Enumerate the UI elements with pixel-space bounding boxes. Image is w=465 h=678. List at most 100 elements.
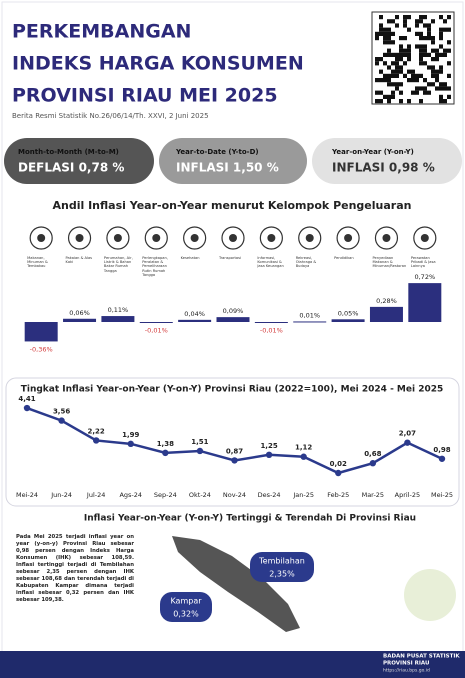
point bbox=[404, 439, 411, 446]
qr-cell bbox=[447, 48, 451, 53]
qr-cell bbox=[447, 61, 451, 66]
qr-cell bbox=[399, 48, 403, 53]
qr-cell bbox=[391, 31, 395, 36]
qr-cell bbox=[439, 99, 443, 104]
value-label: 0,04% bbox=[184, 310, 205, 318]
value-label: -0,01% bbox=[260, 327, 283, 335]
qr-cell bbox=[407, 15, 411, 20]
qr-cell bbox=[447, 40, 451, 45]
qr-cell bbox=[439, 82, 443, 87]
bar bbox=[178, 319, 212, 322]
point bbox=[92, 437, 100, 444]
value-label: 2,22 bbox=[88, 427, 105, 435]
point bbox=[127, 440, 134, 448]
qr-cell bbox=[415, 73, 419, 78]
qr-cell bbox=[435, 69, 439, 74]
value-label: 1,38 bbox=[157, 440, 174, 448]
qr-cell bbox=[407, 99, 411, 104]
value-label: 0,11% bbox=[108, 306, 129, 314]
value-label: 0,09% bbox=[223, 307, 244, 315]
category-icon-dot bbox=[152, 234, 161, 242]
qr-cell bbox=[399, 57, 403, 62]
qr-cell bbox=[379, 23, 383, 28]
map-riau bbox=[172, 536, 300, 632]
qr-cell bbox=[439, 94, 443, 99]
qr-cell bbox=[399, 44, 403, 49]
qr-cell bbox=[403, 15, 407, 20]
qr-cell bbox=[439, 65, 443, 70]
qr-cell bbox=[447, 86, 451, 91]
qr-cell bbox=[443, 99, 447, 104]
qr-cell bbox=[403, 61, 407, 66]
value-label: 1,12 bbox=[295, 444, 312, 452]
qr-cell bbox=[403, 36, 407, 41]
qr-cell bbox=[431, 48, 435, 53]
qr-cell bbox=[391, 69, 395, 74]
qr-cell bbox=[375, 78, 379, 83]
qr-cell bbox=[379, 31, 383, 36]
value-label: -0,36% bbox=[30, 345, 53, 353]
qr-cell bbox=[435, 57, 439, 62]
qr-cell bbox=[387, 65, 391, 70]
qr-cell bbox=[431, 82, 435, 87]
point bbox=[265, 451, 273, 458]
qr-cell bbox=[395, 15, 399, 20]
value-label: 0,06% bbox=[69, 309, 90, 317]
qr-cell bbox=[387, 19, 391, 24]
decoration bbox=[404, 569, 456, 621]
qr-cell bbox=[387, 36, 391, 41]
qr-cell bbox=[399, 69, 403, 74]
qr-cell bbox=[439, 69, 443, 74]
footer-band bbox=[0, 651, 465, 678]
qr-cell bbox=[387, 82, 391, 87]
qr-cell bbox=[391, 40, 395, 45]
qr-cell bbox=[407, 48, 411, 53]
qr-cell bbox=[415, 19, 419, 24]
category-label: Perlengkapan, Peralatan & Pemeliharaan R… bbox=[142, 256, 168, 277]
qr-cell bbox=[383, 27, 387, 32]
x-tick-label: Des-24 bbox=[258, 491, 281, 499]
category-icon-dot bbox=[229, 234, 237, 242]
qr-cell bbox=[427, 65, 431, 70]
qr-cell bbox=[439, 86, 443, 91]
qr-cell bbox=[379, 90, 383, 95]
category-icon-dot bbox=[267, 234, 276, 242]
qr-cell bbox=[443, 48, 447, 53]
qr-cell bbox=[395, 52, 399, 57]
qr-cell bbox=[427, 82, 431, 87]
category-icon-dot bbox=[190, 234, 199, 242]
qr-cell bbox=[439, 27, 443, 32]
qr-cell bbox=[387, 99, 391, 104]
x-tick-label: Feb-25 bbox=[327, 491, 349, 499]
title-line: PERKEMBANGAN bbox=[12, 21, 191, 43]
qr-cell bbox=[407, 78, 411, 83]
qr-cell bbox=[391, 19, 395, 24]
category-label: Makanan, Minuman & Tembakau bbox=[27, 256, 48, 269]
qr-cell bbox=[427, 52, 431, 57]
qr-cell bbox=[423, 61, 427, 66]
chart-frame bbox=[5, 377, 460, 507]
qr-cell bbox=[439, 36, 443, 41]
value-label: 0,01% bbox=[299, 311, 320, 319]
x-tick-label: Ags-24 bbox=[119, 491, 142, 499]
qr-cell bbox=[423, 15, 427, 20]
qr-cell bbox=[419, 15, 423, 20]
qr-cell bbox=[415, 31, 419, 36]
x-tick-label: Mei-25 bbox=[431, 491, 453, 499]
badge-city: Tembilahan bbox=[258, 557, 305, 566]
qr-cell bbox=[387, 52, 391, 57]
qr-cell bbox=[443, 52, 447, 57]
value-label: 1,99 bbox=[122, 431, 139, 439]
paragraph: Pada Mei 2025 terjadi inflasi year on ye… bbox=[16, 534, 134, 603]
qr-cell bbox=[391, 73, 395, 78]
qr-cell bbox=[431, 36, 435, 41]
badge-low bbox=[160, 592, 212, 622]
qr-cell bbox=[439, 44, 443, 49]
footer-url: https://riau.bps.go.id bbox=[383, 668, 430, 674]
category-icon-dot bbox=[75, 234, 84, 242]
qr-cell bbox=[395, 86, 399, 91]
qr-cell bbox=[423, 86, 427, 91]
card-value: INFLASI 1,50 % bbox=[176, 161, 279, 175]
title-line: INDEKS HARGA KONSUMEN bbox=[12, 53, 304, 75]
point bbox=[369, 460, 377, 467]
